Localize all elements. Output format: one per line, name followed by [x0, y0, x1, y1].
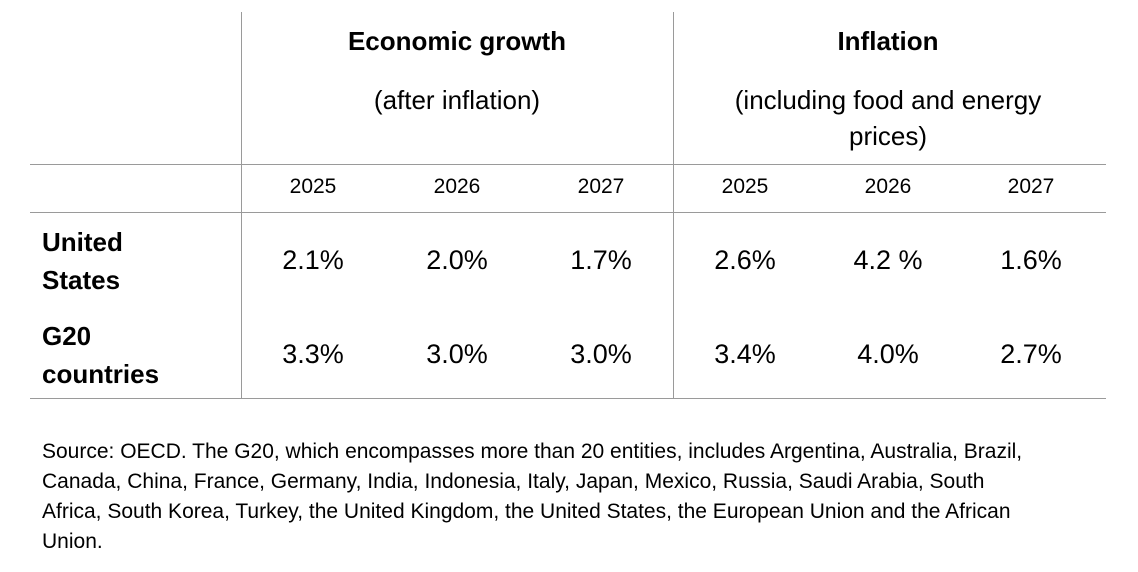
row-label: G20 countries: [42, 321, 160, 389]
cell-value: 1.7%: [570, 245, 632, 275]
rule: [30, 398, 1106, 399]
divider: [673, 12, 674, 398]
cell-value: 3.4%: [714, 339, 776, 369]
cell-value: 2.7%: [1000, 339, 1062, 369]
group-title: Economic growth: [347, 26, 567, 56]
rule: [30, 212, 1106, 213]
cell-value: 1.6%: [1000, 245, 1062, 275]
row-label: United States: [42, 227, 123, 295]
cell-value: 3.0%: [426, 339, 488, 369]
cell-value: 2.1%: [282, 245, 344, 275]
group-title: Inflation: [837, 26, 939, 56]
cell-value: 3.3%: [282, 339, 344, 369]
year-header: 2027: [577, 175, 625, 198]
cell-value: 2.6%: [714, 245, 776, 275]
divider: [241, 12, 242, 398]
cell-value: 4.0%: [857, 339, 919, 369]
rule: [30, 164, 1106, 165]
cell-value: 4.2 %: [853, 245, 923, 275]
group-subtitle: (including food and energy prices): [734, 85, 1042, 151]
year-header: 2026: [433, 175, 481, 198]
year-header: 2025: [721, 175, 769, 198]
year-header: 2025: [289, 175, 337, 198]
cell-value: 2.0%: [426, 245, 488, 275]
source-note: Source: OECD. The G20, which encompasses…: [42, 440, 1023, 553]
year-header: 2027: [1007, 175, 1055, 198]
cell-value: 3.0%: [570, 339, 632, 369]
group-subtitle: (after inflation): [373, 85, 541, 115]
year-header: 2026: [864, 175, 912, 198]
